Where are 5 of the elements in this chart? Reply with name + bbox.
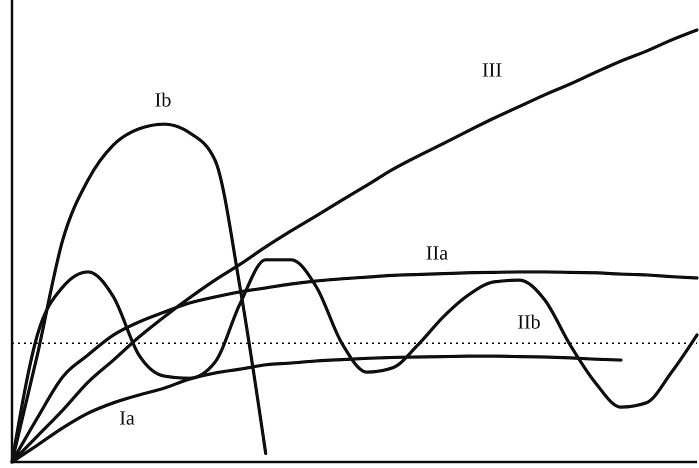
series-label: III	[482, 60, 502, 82]
series-label: Ia	[119, 408, 135, 430]
series-label: IIb	[517, 312, 541, 334]
series-label: Ib	[154, 90, 172, 112]
series-label: IIa	[426, 242, 448, 265]
